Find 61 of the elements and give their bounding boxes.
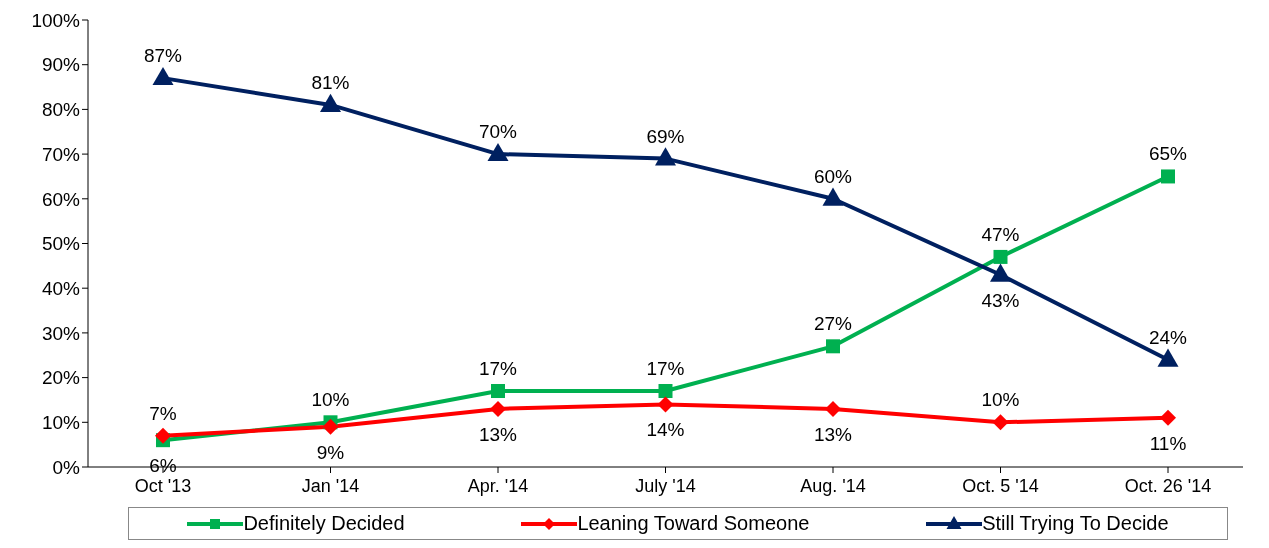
- point: [491, 384, 505, 399]
- point: [822, 187, 844, 206]
- y-tick-label: 50%: [41, 233, 81, 255]
- point: [1160, 409, 1176, 426]
- y-tick-label: 40%: [41, 277, 81, 299]
- data-label: 11%: [1149, 432, 1187, 454]
- data-label: 13%: [478, 423, 518, 445]
- data-label: 27%: [813, 313, 853, 335]
- x-tick-label: Aug. '14: [800, 475, 866, 496]
- x-tick-label: Oct '13: [134, 475, 192, 496]
- data-label: 24%: [1148, 326, 1188, 348]
- y-tick-label: 70%: [41, 143, 81, 165]
- point: [490, 400, 506, 417]
- point: [826, 339, 840, 354]
- y-tick-label: 0%: [52, 456, 81, 478]
- data-label: 17%: [478, 358, 518, 380]
- data-label: 10%: [311, 389, 350, 411]
- point: [155, 427, 171, 444]
- data-label: 6%: [149, 455, 177, 477]
- point: [320, 93, 341, 112]
- x-tick-label: Oct. 26 '14: [1124, 475, 1212, 496]
- data-label: 7%: [149, 402, 177, 424]
- data-label: 65%: [1148, 143, 1188, 165]
- legend-label: Still Trying To Decide: [981, 512, 1169, 535]
- point: [655, 147, 676, 166]
- data-label: 17%: [646, 358, 685, 380]
- x-tick-label: Jan '14: [301, 475, 360, 496]
- point: [993, 249, 1008, 264]
- legend-label: Leaning Toward Someone: [576, 512, 810, 535]
- y-tick-label: 80%: [41, 99, 81, 121]
- point: [825, 400, 841, 417]
- y-tick-label: 100%: [31, 9, 81, 31]
- data-label: 47%: [981, 223, 1020, 245]
- x-tick-label: July '14: [635, 475, 696, 496]
- x-tick-label: Oct. 5 '14: [962, 475, 1039, 496]
- point: [487, 142, 509, 162]
- data-label: 13%: [813, 423, 853, 445]
- data-label: 81%: [311, 71, 350, 93]
- point: [152, 66, 174, 86]
- data-label: 14%: [646, 419, 685, 441]
- data-label: 9%: [316, 441, 345, 463]
- data-label: 87%: [143, 45, 183, 67]
- point: [658, 384, 673, 399]
- y-tick-label: 30%: [41, 322, 81, 344]
- legend-label: Definitely Decided: [242, 512, 405, 535]
- point: [657, 396, 674, 413]
- y-tick-label: 90%: [41, 54, 81, 76]
- data-label: 43%: [981, 289, 1020, 311]
- data-label: 10%: [981, 389, 1020, 411]
- point: [1157, 348, 1179, 367]
- point: [992, 414, 1009, 431]
- x-tick-label: Apr. '14: [467, 475, 529, 496]
- point: [322, 418, 339, 435]
- point: [990, 263, 1011, 282]
- point: [1161, 169, 1175, 184]
- y-tick-label: 60%: [41, 188, 81, 210]
- data-label: 69%: [646, 125, 685, 147]
- y-tick-label: 10%: [41, 412, 81, 434]
- y-tick-label: 20%: [41, 367, 81, 389]
- data-label: 60%: [813, 165, 853, 187]
- data-label: 70%: [478, 121, 518, 143]
